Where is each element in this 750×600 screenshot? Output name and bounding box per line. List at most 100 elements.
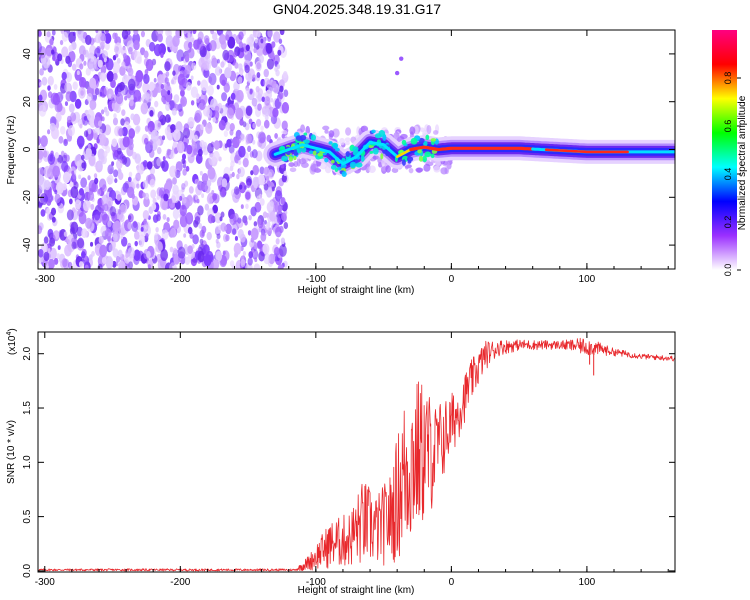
spectrogram-noise-cell — [172, 177, 177, 185]
spectrogram-noise-cell — [252, 139, 256, 145]
spectrogram-noise-cell — [62, 171, 71, 184]
spectrogram-noise-cell — [180, 56, 184, 62]
spectrogram-noise-cell — [113, 113, 117, 119]
spectrogram-noise-cell — [223, 225, 227, 231]
spectrogram-noise-cell — [121, 61, 126, 68]
spectrogram-noise-cell — [52, 55, 56, 61]
spectrogram-noise-cell — [242, 157, 249, 168]
spectrogram-noise-cell — [81, 251, 86, 259]
spectrogram-noise-cell — [121, 109, 126, 116]
spectrogram-noise-cell — [281, 120, 288, 131]
spectrogram-noise-cell — [247, 145, 252, 153]
spectrogram-noise-cell — [324, 129, 329, 134]
spectrogram-noise-cell — [173, 129, 181, 142]
spectrogram-noise-cell — [102, 50, 109, 60]
spectrogram-noise-cell — [240, 259, 246, 268]
spectrogram-noise-cell — [238, 63, 243, 71]
spectrogram-noise-cell — [190, 75, 194, 81]
spectrogram-noise-cell — [219, 33, 227, 45]
spectrogram-noise-cell — [65, 91, 73, 102]
spectrogram-noise-cell — [220, 211, 225, 218]
snr-x-label: Height of straight line (km) — [298, 585, 415, 596]
spectrogram-noise-cell — [105, 110, 110, 117]
spectrogram-signal-blob — [288, 156, 294, 162]
spectrogram-noise-cell — [163, 99, 166, 105]
spectrogram-noise-cell — [433, 165, 441, 173]
spectrogram-noise-cell — [257, 93, 263, 102]
spectrogram-noise-cell — [256, 62, 261, 70]
spectrogram-noise-cell — [48, 91, 53, 99]
spectrogram-noise-cell — [153, 43, 162, 57]
spectrogram-noise-cell — [93, 133, 98, 141]
spectrogram-noise-cell — [84, 264, 89, 269]
spectrogram-noise-cell — [128, 261, 134, 269]
spectrogram-noise-cell — [243, 185, 247, 190]
spectrogram-noise-cell — [87, 128, 92, 135]
spectrogram-noise-cell — [64, 82, 71, 93]
spectrogram-noise-cell — [220, 61, 225, 68]
spectrogram-noise-cell — [88, 59, 97, 72]
spectrogram-noise-cell — [83, 60, 87, 66]
spectrogram-noise-cell — [140, 102, 149, 115]
spectrogram-noise-cell — [96, 138, 100, 144]
spectrogram-noise-cell — [149, 41, 156, 52]
spectrogram-noise-cell — [182, 30, 188, 35]
spectrogram-noise-cell — [105, 58, 114, 71]
spectrogram-noise-cell — [108, 93, 112, 99]
spectrogram-noise-cell — [78, 261, 84, 268]
spectrogram-noise-cell — [195, 178, 200, 185]
spectrogram-noise-cell — [263, 252, 271, 265]
spectrogram-noise-cell — [238, 41, 244, 49]
spectrogram-noise-cell — [127, 214, 132, 221]
y-tick-label: -20 — [22, 190, 33, 205]
spectrogram-noise-cell — [142, 180, 149, 189]
spectrogram-noise-cell — [118, 128, 124, 137]
figure-title: GN04.2025.348.19.31.G17 — [273, 1, 441, 17]
spectrogram-signal-blob — [332, 142, 339, 150]
spectrogram-noise-cell — [172, 247, 178, 255]
spectrogram-noise-cell — [97, 160, 103, 170]
spectrogram-noise-cell — [112, 117, 119, 126]
spectrogram-noise-cell — [197, 148, 203, 157]
spectrogram-noise-cell — [223, 82, 230, 93]
spectrogram-noise-cell — [127, 78, 136, 91]
spectrogram-noise-cell — [221, 189, 226, 196]
spectrogram-noise-cell — [264, 220, 267, 225]
spectrogram-noise-cell — [281, 174, 287, 183]
spectrogram-noise-cell — [239, 71, 244, 77]
spectrogram-noise-cell — [182, 168, 187, 176]
spectrogram-noise-cell — [281, 129, 288, 135]
spectrogram-noise-cell — [79, 63, 84, 70]
spectrogram-noise-cell — [328, 130, 335, 138]
spectrogram-signal-blob — [418, 155, 424, 162]
spectrogram-signal-blob — [378, 130, 386, 137]
spectrogram-signal-blob — [369, 150, 374, 154]
spectrogram-noise-cell — [46, 207, 51, 215]
spectrogram-noise-cell — [250, 170, 254, 176]
spectrogram-noise-cell — [258, 131, 266, 144]
spectrogram-signal-blob — [308, 150, 314, 154]
spectrogram-noise-cell — [150, 189, 157, 199]
spectrogram-noise-cell — [109, 206, 117, 217]
spectrogram-noise-cell — [164, 61, 171, 72]
spectrogram-noise-cell — [209, 39, 217, 52]
spectrogram-noise-cell — [271, 186, 275, 192]
spectrogram-plot-area — [38, 30, 675, 269]
spectrogram-noise-cell — [153, 78, 157, 83]
spectrogram-noise-cell — [213, 140, 220, 150]
spectrogram-noise-cell — [270, 200, 275, 207]
spectrogram-noise-cell — [240, 204, 244, 209]
spectrogram-noise-cell — [94, 210, 101, 221]
spectrogram-noise-cell — [199, 182, 205, 191]
spectrogram-noise-cell — [169, 165, 177, 178]
spectrogram-noise-cell — [263, 166, 269, 175]
spectrogram-noise-cell — [67, 60, 73, 68]
spectrogram-noise-cell — [247, 257, 253, 266]
spectrogram-noise-cell — [215, 250, 223, 262]
spectrogram-noise-cell — [56, 253, 61, 260]
spectrogram-noise-cell — [142, 209, 150, 221]
spectrogram-noise-cell — [172, 70, 176, 76]
spectrogram-noise-cell — [53, 84, 58, 90]
spectrogram-signal-blob — [410, 137, 418, 145]
spectrogram-noise-cell — [245, 175, 253, 186]
